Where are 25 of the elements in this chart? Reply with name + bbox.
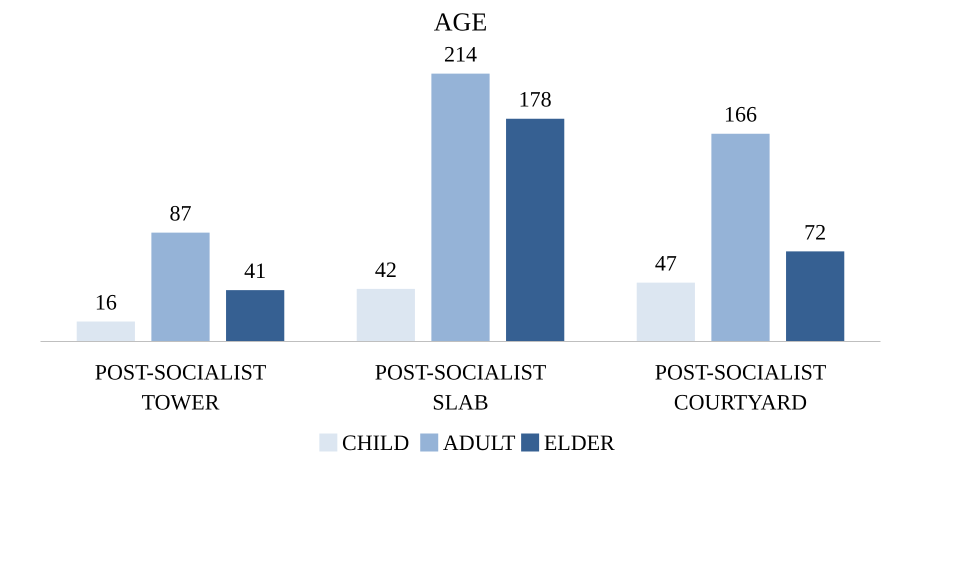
data-label: 166	[724, 102, 757, 127]
bar	[226, 290, 284, 342]
data-label: 47	[654, 250, 677, 276]
data-label: 16	[94, 289, 117, 314]
legend-label: ADULT	[442, 430, 516, 455]
bar	[151, 232, 210, 342]
bar	[636, 282, 695, 342]
x-tick-label: POST-SOCIALIST TOWER	[94, 360, 267, 414]
bar	[76, 321, 135, 342]
x-tick-label: POST-SOCIALIST COURTYARD	[654, 360, 827, 414]
legend-label: ELDER	[544, 430, 616, 455]
data-label: 214	[444, 42, 477, 67]
data-label: 87	[170, 200, 192, 226]
data-label: 178	[518, 86, 552, 112]
bar	[711, 134, 770, 342]
bar	[356, 288, 415, 342]
bar	[506, 118, 564, 342]
legend-label: CHILD	[342, 430, 410, 455]
x-tick-label: POST-SOCIALIST SLAB	[374, 360, 547, 414]
chart-title: AGE	[434, 8, 488, 36]
data-label: 41	[244, 258, 266, 284]
data-label: 42	[374, 256, 397, 282]
bar	[431, 74, 490, 342]
bar	[786, 251, 844, 342]
data-label: 72	[804, 219, 826, 244]
